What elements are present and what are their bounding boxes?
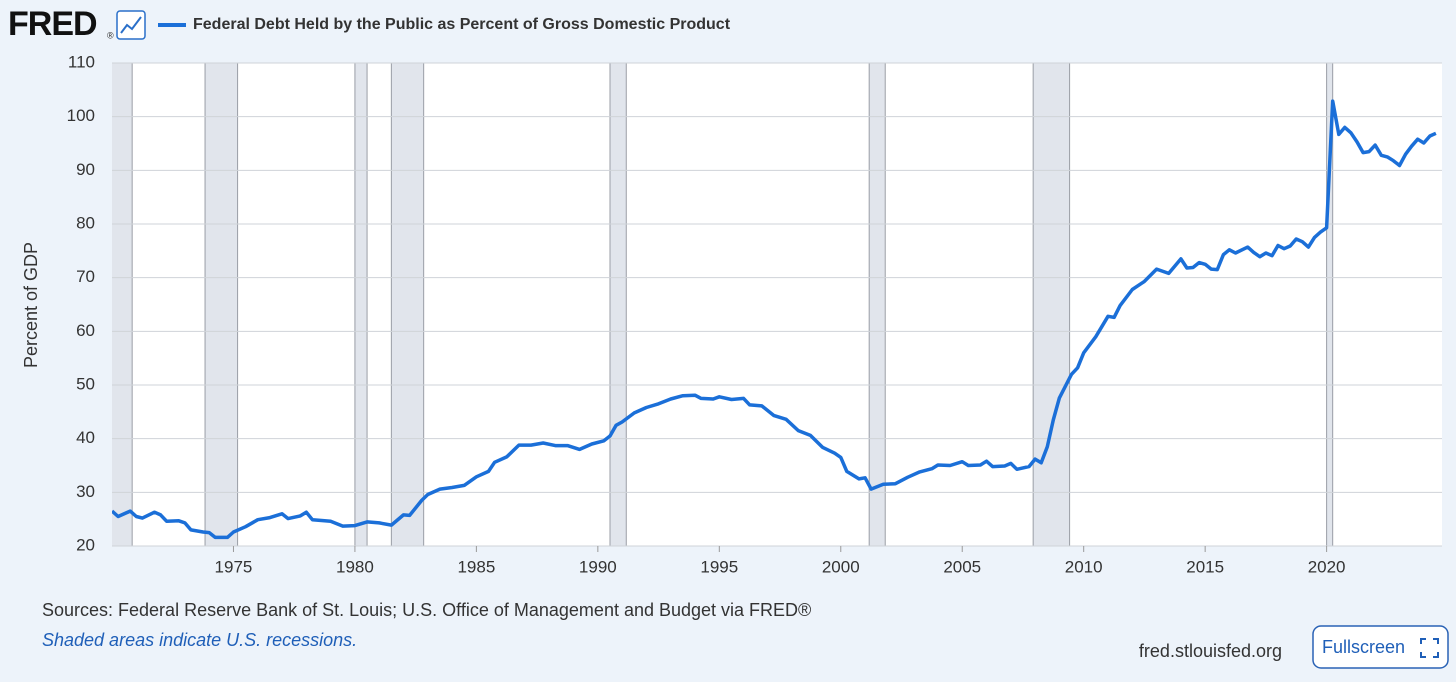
x-tick-label: 1975 [215, 557, 253, 576]
y-tick-label: 100 [67, 106, 95, 125]
logo-mark: ® [107, 30, 114, 40]
y-tick-label: 20 [76, 535, 95, 554]
recession-band [354, 63, 368, 546]
x-tick-label: 1995 [700, 557, 738, 576]
y-tick-label: 40 [76, 428, 95, 447]
y-tick-label: 30 [76, 482, 95, 501]
y-tick-label: 90 [76, 160, 95, 179]
x-tick-label: 1985 [457, 557, 495, 576]
recession-band [390, 63, 425, 546]
x-tick-label: 2010 [1065, 557, 1103, 576]
recession-band [112, 63, 133, 546]
recession-band [204, 63, 239, 546]
fullscreen-icon [1420, 638, 1439, 658]
button-label[interactable]: Fullscreen [1322, 637, 1405, 657]
recession-note: Shaded areas indicate U.S. recessions. [42, 630, 357, 650]
y-axis-label: Percent of GDP [21, 242, 41, 368]
recession-band [868, 63, 886, 546]
y-tick-label: 110 [68, 52, 95, 71]
x-tick-label: 2020 [1308, 557, 1346, 576]
y-tick-label: 60 [76, 321, 95, 340]
fullscreen-button[interactable]: Fullscreen [1312, 625, 1449, 669]
y-tick-label: 80 [76, 213, 95, 232]
recession-band [1032, 63, 1071, 546]
x-tick-label: 1990 [579, 557, 617, 576]
recession-band [1326, 63, 1334, 546]
data-line [112, 99, 1437, 540]
chart-title: Federal Debt Held by the Public as Perce… [193, 16, 731, 33]
logo: FRED [8, 5, 97, 43]
logo-icon [116, 10, 146, 40]
sources: Sources: Federal Reserve Bank of St. Lou… [42, 600, 811, 620]
plot-area [112, 63, 1442, 546]
site-link: fred.stlouisfed.org [1139, 641, 1282, 661]
y-tick-label: 70 [76, 267, 95, 286]
recession-band [609, 63, 627, 546]
x-tick-label: 1980 [336, 557, 374, 576]
x-tick-label: 2000 [822, 557, 860, 576]
x-tick-label: 2005 [943, 557, 981, 576]
x-tick-label: 2015 [1186, 557, 1224, 576]
y-tick-label: 50 [76, 374, 95, 393]
